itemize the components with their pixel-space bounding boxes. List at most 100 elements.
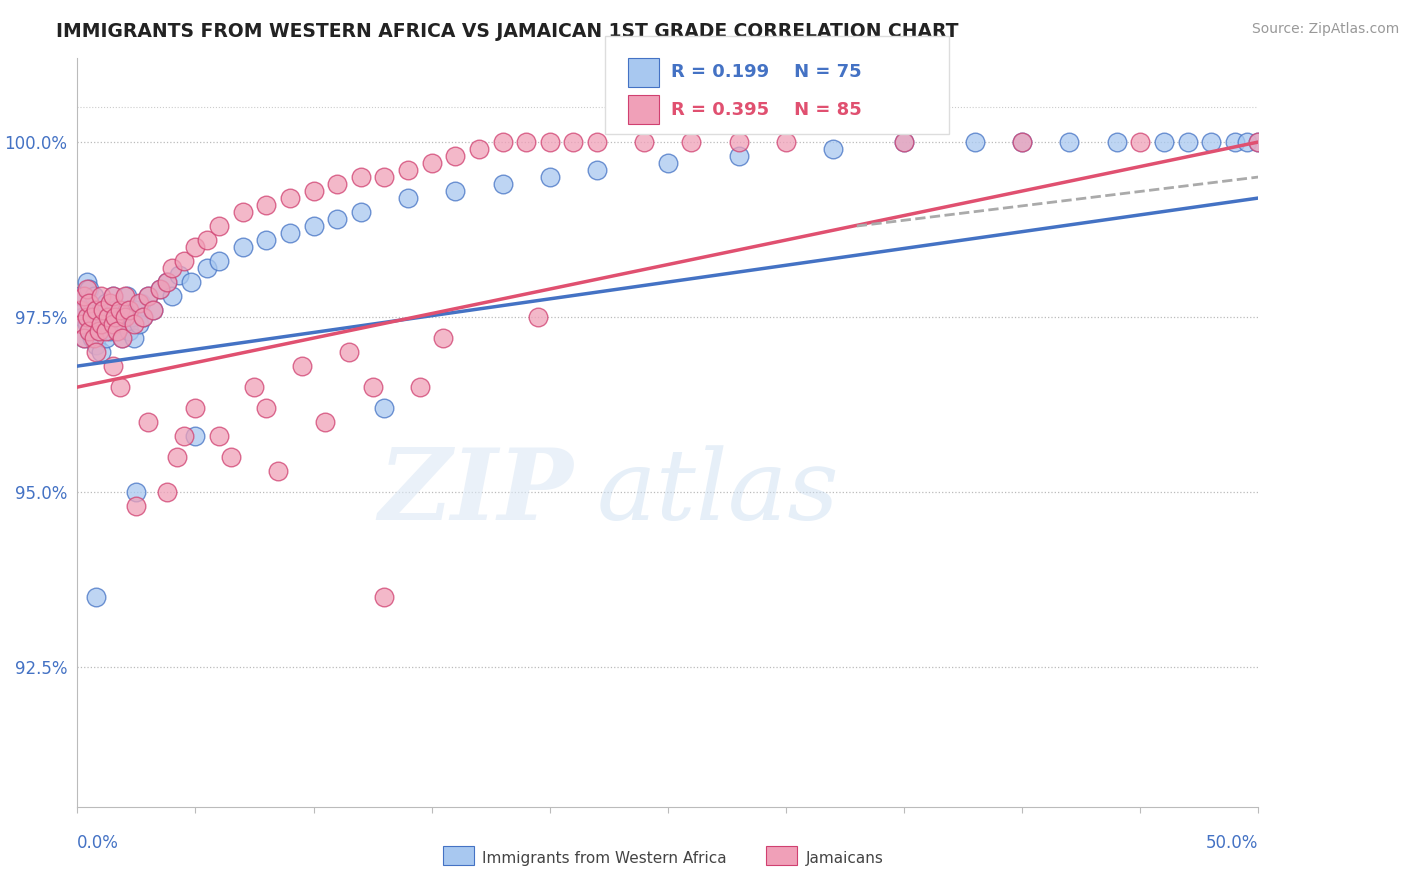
- Point: [73, 331, 96, 345]
- Point: [160, 261, 183, 276]
- Text: 50.0%: 50.0%: [1206, 834, 1258, 852]
- Point: [94, 324, 117, 338]
- Point: [444, 184, 467, 198]
- Point: [84, 303, 107, 318]
- Point: [586, 163, 609, 178]
- Point: [136, 289, 159, 303]
- Point: [114, 289, 136, 303]
- Point: [76, 282, 98, 296]
- Point: [114, 317, 136, 331]
- Point: [1011, 135, 1033, 149]
- Point: [100, 324, 122, 338]
- Point: [156, 275, 179, 289]
- Point: [184, 401, 207, 416]
- Point: [468, 142, 491, 156]
- Point: [562, 135, 585, 149]
- Point: [70, 310, 93, 324]
- Point: [823, 142, 845, 156]
- Point: [142, 303, 165, 318]
- Point: [184, 429, 207, 443]
- Point: [156, 275, 179, 289]
- Point: [83, 289, 105, 303]
- Point: [80, 303, 103, 318]
- Point: [129, 296, 152, 310]
- Point: [108, 380, 131, 394]
- Point: [195, 233, 218, 247]
- Point: [409, 380, 432, 394]
- Point: [586, 135, 609, 149]
- Point: [111, 331, 134, 345]
- Point: [108, 310, 131, 324]
- Point: [173, 429, 195, 443]
- Point: [76, 275, 98, 289]
- Point: [727, 135, 749, 149]
- Point: [111, 331, 134, 345]
- Point: [278, 226, 301, 240]
- Point: [114, 303, 136, 318]
- Point: [118, 303, 141, 318]
- Point: [337, 345, 360, 359]
- Point: [125, 499, 148, 513]
- Point: [326, 212, 349, 227]
- Point: [527, 310, 550, 324]
- Point: [243, 380, 266, 394]
- Point: [396, 191, 419, 205]
- Point: [267, 464, 290, 478]
- Text: Jamaicans: Jamaicans: [806, 851, 883, 865]
- Point: [1177, 135, 1199, 149]
- Point: [219, 450, 242, 464]
- Point: [104, 310, 127, 324]
- Point: [132, 310, 155, 324]
- Point: [1223, 135, 1246, 149]
- Text: IMMIGRANTS FROM WESTERN AFRICA VS JAMAICAN 1ST GRADE CORRELATION CHART: IMMIGRANTS FROM WESTERN AFRICA VS JAMAIC…: [56, 22, 959, 41]
- Text: atlas: atlas: [598, 445, 839, 541]
- Point: [91, 303, 114, 318]
- Point: [373, 401, 395, 416]
- Point: [80, 331, 103, 345]
- Point: [515, 135, 537, 149]
- Point: [232, 240, 254, 254]
- Point: [350, 205, 373, 219]
- Point: [87, 324, 110, 338]
- Point: [538, 135, 561, 149]
- Point: [100, 296, 122, 310]
- Point: [114, 310, 136, 324]
- Point: [101, 317, 124, 331]
- Point: [184, 240, 207, 254]
- Point: [70, 317, 93, 331]
- Point: [1011, 135, 1033, 149]
- Point: [361, 380, 384, 394]
- Point: [84, 590, 107, 604]
- Point: [84, 310, 107, 324]
- Point: [118, 324, 141, 338]
- Point: [208, 254, 231, 268]
- Point: [104, 303, 127, 318]
- Point: [350, 169, 373, 184]
- Point: [107, 324, 129, 338]
- Point: [97, 310, 120, 324]
- Point: [73, 331, 96, 345]
- Point: [1247, 135, 1270, 149]
- Point: [963, 135, 986, 149]
- Point: [156, 485, 179, 500]
- Point: [125, 485, 148, 500]
- Point: [90, 289, 112, 303]
- Point: [73, 289, 96, 303]
- Point: [373, 590, 395, 604]
- Point: [128, 317, 150, 331]
- Point: [1153, 135, 1175, 149]
- Point: [101, 359, 124, 373]
- Point: [77, 282, 100, 296]
- Point: [314, 415, 336, 429]
- Point: [77, 296, 100, 310]
- Point: [69, 289, 91, 303]
- Point: [180, 275, 202, 289]
- Point: [122, 331, 145, 345]
- Point: [90, 317, 112, 331]
- Point: [94, 331, 117, 345]
- Point: [373, 169, 395, 184]
- Point: [77, 324, 100, 338]
- Point: [195, 261, 218, 276]
- Point: [893, 135, 915, 149]
- Point: [167, 268, 190, 282]
